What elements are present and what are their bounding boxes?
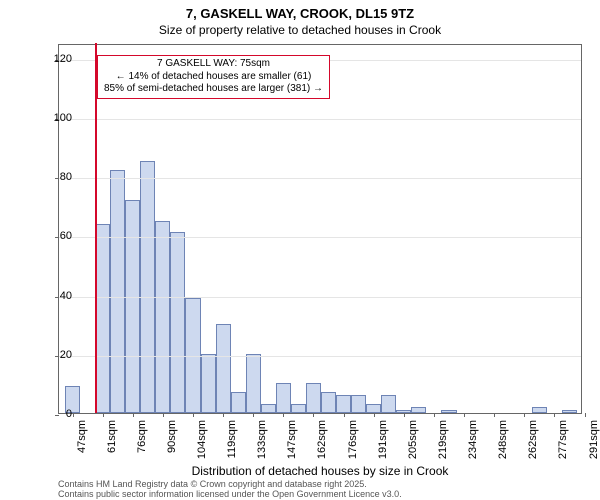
gridline <box>59 297 581 298</box>
histogram-bar <box>216 324 231 413</box>
footer-line-2: Contains public sector information licen… <box>58 490 402 500</box>
xtick-label: 248sqm <box>497 420 509 459</box>
xtick-label: 234sqm <box>467 420 479 459</box>
xtick-label: 147sqm <box>286 420 298 459</box>
histogram-bar <box>261 404 276 413</box>
histogram-bar <box>336 395 351 413</box>
x-axis-label: Distribution of detached houses by size … <box>58 464 582 478</box>
xtick-mark <box>103 413 104 417</box>
histogram-bar <box>562 410 577 413</box>
xtick-label: 191sqm <box>377 420 389 459</box>
chart-container: 7, GASKELL WAY, CROOK, DL15 9TZ Size of … <box>0 0 600 500</box>
ytick-label: 20 <box>60 349 72 361</box>
histogram-bar <box>321 392 336 413</box>
attribution-footer: Contains HM Land Registry data © Crown c… <box>58 480 402 500</box>
histogram-bar <box>441 410 456 413</box>
ytick-mark <box>55 178 59 179</box>
gridline <box>59 119 581 120</box>
xtick-label: 176sqm <box>347 420 359 459</box>
ytick-mark <box>55 415 59 416</box>
histogram-bar <box>231 392 246 413</box>
xtick-label: 277sqm <box>557 420 569 459</box>
histogram-bar <box>351 395 366 413</box>
xtick-mark <box>73 413 74 417</box>
histogram-bar <box>306 383 321 413</box>
xtick-mark <box>524 413 525 417</box>
ytick-mark <box>55 237 59 238</box>
annotation-line: 85% of semi-detached houses are larger (… <box>104 83 323 96</box>
histogram-bar <box>201 354 216 413</box>
histogram-bar <box>291 404 306 413</box>
xtick-mark <box>494 413 495 417</box>
xtick-label: 291sqm <box>588 420 600 459</box>
histogram-bar <box>110 170 125 413</box>
histogram-bar <box>532 407 547 413</box>
histogram-bar <box>140 161 155 413</box>
xtick-label: 205sqm <box>407 420 419 459</box>
xtick-mark <box>554 413 555 417</box>
xtick-label: 133sqm <box>256 420 268 459</box>
page-subtitle: Size of property relative to detached ho… <box>0 21 600 37</box>
xtick-label: 162sqm <box>316 420 328 459</box>
xtick-label: 90sqm <box>166 420 178 453</box>
annotation-line: ← 14% of detached houses are smaller (61… <box>104 71 323 84</box>
gridline <box>59 356 581 357</box>
ytick-label: 80 <box>60 171 72 183</box>
xtick-label: 47sqm <box>76 420 88 453</box>
page-title: 7, GASKELL WAY, CROOK, DL15 9TZ <box>0 0 600 21</box>
histogram-bar <box>95 224 110 413</box>
xtick-mark <box>163 413 164 417</box>
histogram-bar <box>170 232 185 413</box>
xtick-label: 61sqm <box>106 420 118 453</box>
xtick-mark <box>404 413 405 417</box>
xtick-mark <box>253 413 254 417</box>
annotation-box: 7 GASKELL WAY: 75sqm← 14% of detached ho… <box>97 55 330 99</box>
xtick-label: 76sqm <box>136 420 148 453</box>
histogram-bar <box>155 221 170 413</box>
xtick-mark <box>283 413 284 417</box>
xtick-mark <box>193 413 194 417</box>
bars-layer <box>59 45 581 413</box>
property-marker-line <box>95 43 97 413</box>
histogram-bar <box>366 404 381 413</box>
xtick-label: 119sqm <box>226 420 238 458</box>
ytick-label: 100 <box>54 112 72 124</box>
ytick-mark <box>55 297 59 298</box>
xtick-mark <box>344 413 345 417</box>
ytick-label: 120 <box>54 53 72 65</box>
xtick-label: 262sqm <box>527 420 539 459</box>
ytick-label: 40 <box>60 290 72 302</box>
ytick-mark <box>55 356 59 357</box>
xtick-mark <box>223 413 224 417</box>
xtick-mark <box>374 413 375 417</box>
histogram-bar <box>276 383 291 413</box>
histogram-bar <box>246 354 261 413</box>
xtick-mark <box>313 413 314 417</box>
xtick-mark <box>464 413 465 417</box>
xtick-mark <box>133 413 134 417</box>
plot-area: 7 GASKELL WAY: 75sqm← 14% of detached ho… <box>58 44 582 414</box>
annotation-line: 7 GASKELL WAY: 75sqm <box>104 58 323 71</box>
histogram-bar <box>381 395 396 413</box>
gridline <box>59 237 581 238</box>
xtick-mark <box>585 413 586 417</box>
xtick-mark <box>434 413 435 417</box>
xtick-label: 219sqm <box>437 420 449 459</box>
xtick-label: 104sqm <box>196 420 208 459</box>
ytick-label: 0 <box>66 408 72 420</box>
gridline <box>59 178 581 179</box>
histogram-bar <box>411 407 426 413</box>
histogram-bar <box>125 200 140 413</box>
ytick-label: 60 <box>60 230 72 242</box>
